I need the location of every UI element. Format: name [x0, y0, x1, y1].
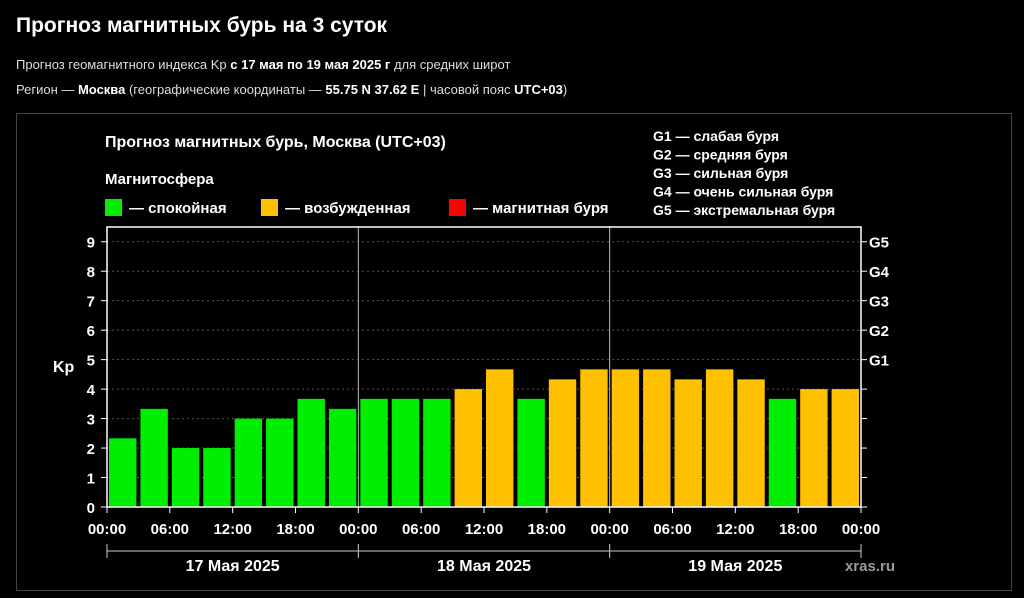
x-tick-label: 06:00 — [402, 521, 440, 538]
legend-swatch-quiet — [105, 199, 122, 216]
kp-bar — [643, 369, 671, 507]
kp-bar — [548, 379, 577, 507]
kp-bar — [391, 398, 420, 507]
y-axis-label: Kp — [53, 359, 75, 376]
x-tick-label: 06:00 — [151, 521, 189, 538]
day-label: 19 Мая 2025 — [688, 558, 782, 575]
x-tick-label: 18:00 — [276, 521, 314, 538]
y-tick-label: 4 — [87, 382, 96, 399]
kp-bar — [171, 448, 200, 507]
g-legend-item: G4 — очень сильная буря — [653, 184, 833, 200]
kp-bar — [109, 438, 137, 507]
kp-bar — [737, 379, 765, 507]
kp-bar — [800, 389, 828, 507]
g-legend-item: G3 — сильная буря — [653, 165, 788, 181]
kp-chart: Прогноз магнитных бурь, Москва (UTC+03) М… — [53, 128, 895, 575]
day-label: 18 Мая 2025 — [437, 558, 531, 575]
legend-label-storm: — магнитная буря — [473, 200, 609, 217]
kp-bar — [768, 398, 797, 507]
g-legend-item: G1 — слабая буря — [653, 128, 779, 144]
x-tick-label: 06:00 — [653, 521, 691, 538]
kp-bar — [705, 369, 734, 507]
legend-swatch-excited — [261, 199, 278, 216]
kp-bar — [486, 369, 514, 507]
x-tick-label: 00:00 — [842, 521, 880, 538]
kp-bar — [674, 379, 702, 507]
x-tick-label: 00:00 — [339, 521, 377, 538]
kp-bar — [140, 408, 168, 507]
y-tick-label: 7 — [87, 294, 95, 311]
g-tick-label: G3 — [869, 294, 889, 311]
y-tick-label: 2 — [87, 441, 95, 458]
kp-bar — [580, 369, 608, 507]
g-legend-item: G5 — экстремальная буря — [653, 202, 835, 218]
kp-bar — [297, 398, 325, 507]
y-tick-label: 3 — [87, 412, 95, 429]
g-legend-item: G2 — средняя буря — [653, 147, 788, 163]
y-tick-label: 5 — [87, 353, 95, 370]
x-tick-label: 12:00 — [213, 521, 251, 538]
legend-swatch-storm — [449, 199, 466, 216]
legend-label-excited: — возбужденная — [285, 200, 411, 217]
chart-title: Прогноз магнитных бурь, Москва (UTC+03) — [105, 134, 446, 151]
watermark: xras.ru — [845, 558, 895, 575]
chart-panel: Прогноз магнитных бурь, Москва (UTC+03) М… — [16, 113, 1012, 591]
y-tick-label: 6 — [87, 323, 95, 340]
y-tick-label: 9 — [87, 235, 95, 252]
g-tick-label: G1 — [869, 353, 889, 370]
g-tick-label: G2 — [869, 323, 889, 340]
kp-bar — [831, 389, 859, 507]
x-tick-label: 18:00 — [528, 521, 566, 538]
x-tick-label: 12:00 — [716, 521, 754, 538]
x-tick-label: 12:00 — [465, 521, 503, 538]
day-label: 17 Мая 2025 — [186, 558, 280, 575]
y-tick-label: 1 — [87, 471, 95, 488]
legend-label-quiet: — спокойная — [129, 200, 227, 217]
x-tick-label: 00:00 — [88, 521, 126, 538]
kp-bar — [611, 369, 640, 507]
x-tick-label: 00:00 — [590, 521, 628, 538]
kp-bar — [454, 389, 482, 507]
kp-bar — [328, 408, 357, 507]
y-tick-label: 0 — [87, 500, 95, 517]
x-tick-label: 18:00 — [779, 521, 817, 538]
legend-title: Магнитосфера — [105, 171, 214, 188]
kp-bar — [203, 448, 231, 507]
g-tick-label: G4 — [869, 264, 890, 281]
plot-area — [107, 227, 861, 507]
kp-bar — [517, 398, 545, 507]
forecast-subtitle: Прогноз геомагнитного индекса Kp с 17 ма… — [16, 57, 511, 72]
page-title: Прогноз магнитных бурь на 3 суток — [16, 14, 388, 37]
region-subtitle: Регион — Москва (географические координа… — [16, 82, 568, 97]
kp-bar — [360, 398, 388, 507]
g-tick-label: G5 — [869, 235, 889, 252]
kp-bar — [234, 418, 263, 507]
kp-bar — [423, 398, 451, 507]
kp-bar — [266, 418, 294, 507]
y-tick-label: 8 — [87, 264, 95, 281]
